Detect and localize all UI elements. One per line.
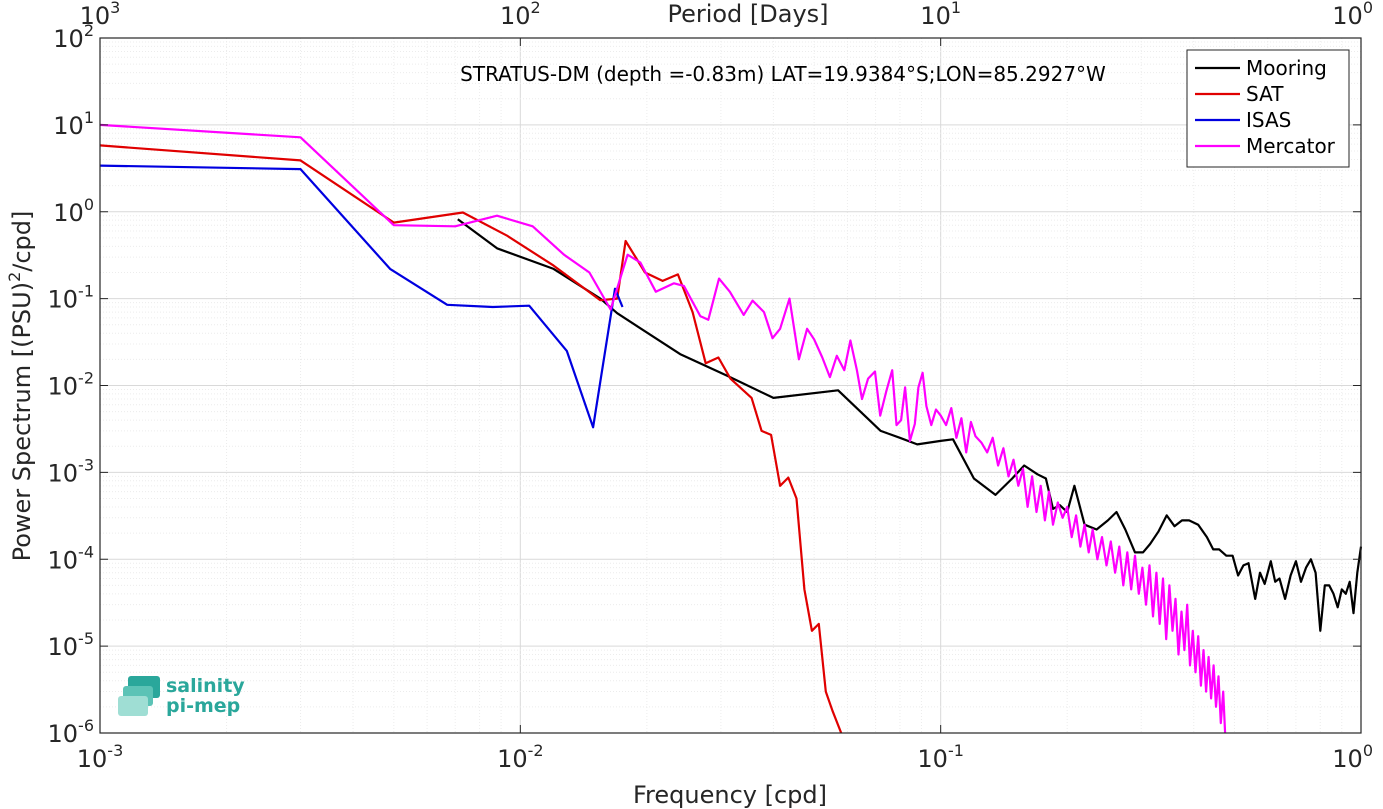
series-line-sat <box>99 144 843 734</box>
legend-label-mooring: Mooring <box>1246 56 1327 80</box>
y-tick-label: 100 <box>53 195 94 227</box>
y-tick-label: 10-3 <box>48 455 95 487</box>
top-x-axis-label: Period [Days] <box>667 0 828 28</box>
x-tick-label: 10-3 <box>77 741 124 773</box>
y-tick-label: 102 <box>53 21 94 53</box>
y-tick-label: 10-1 <box>48 282 95 314</box>
top-tick-label: 102 <box>500 0 541 30</box>
y-tick-label: 101 <box>53 108 94 140</box>
x-axis-label: Frequency [cpd] <box>633 781 827 809</box>
top-tick-label: 100 <box>1332 0 1373 30</box>
y-axis-label: Power Spectrum [(PSU)2/cpd] <box>5 211 36 562</box>
y-axis-label-base: Power Spectrum [(PSU) <box>8 282 36 561</box>
legend-label-isas: ISAS <box>1246 108 1291 132</box>
legend-box <box>1186 49 1350 168</box>
y-tick-label: 10-5 <box>48 629 95 661</box>
legend-label-sat: SAT <box>1246 82 1284 106</box>
y-tick-label: 10-4 <box>48 542 95 574</box>
x-tick-label: 10-2 <box>497 741 544 773</box>
y-tick-label: 10-6 <box>48 716 95 748</box>
series-line-isas <box>99 164 624 429</box>
y-tick-label: 10-2 <box>48 369 95 401</box>
series-line-mercator <box>99 123 1227 734</box>
x-tick-label: 10-1 <box>917 741 964 773</box>
logo-text-line1: salinity <box>166 675 245 697</box>
y-axis-label-sup: 2 <box>5 272 24 282</box>
y-axis-label-tail: /cpd] <box>8 211 36 272</box>
legend-label-mercator: Mercator <box>1246 134 1336 158</box>
logo-mark-icon <box>118 676 160 716</box>
logo-text-line2: pi-mep <box>166 695 240 717</box>
x-tick-label: 100 <box>1332 741 1373 773</box>
top-tick-label: 101 <box>920 0 961 30</box>
series-layer <box>99 123 1363 734</box>
top-tick-label: 103 <box>80 0 121 30</box>
series-line-mooring <box>457 218 1363 632</box>
salinity-pi-mep-logo: salinity pi-mep <box>118 675 245 717</box>
chart-title: STRATUS-DM (depth =-0.83m) LAT=19.9384°S… <box>460 62 1106 86</box>
